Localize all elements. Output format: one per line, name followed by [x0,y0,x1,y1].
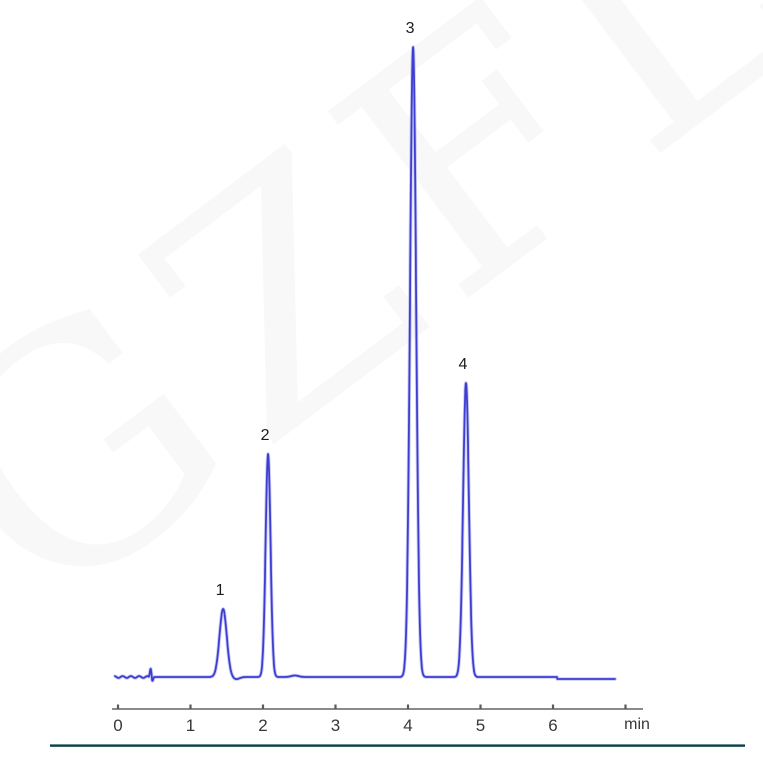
trace-line [114,46,616,682]
x-tick-label: 4 [403,716,412,735]
peak-label: 3 [406,20,415,37]
x-tick-label: 0 [113,716,122,735]
bottom-rule [50,744,745,747]
peak-label: 1 [216,582,225,599]
x-tick-label: 5 [476,716,485,735]
peak-label: 4 [459,356,468,373]
trace-halo [113,45,617,683]
x-axis: 0 1 2 3 4 5 6 min [112,704,650,735]
x-axis-unit-label: min [624,716,650,733]
x-tick-label: 1 [186,716,195,735]
peak-labels: 1 2 3 4 [216,20,468,599]
x-tick-label: 3 [331,716,340,735]
x-tick-label: 6 [548,716,557,735]
x-tick-label: 2 [258,716,267,735]
peak-label: 2 [261,427,270,444]
